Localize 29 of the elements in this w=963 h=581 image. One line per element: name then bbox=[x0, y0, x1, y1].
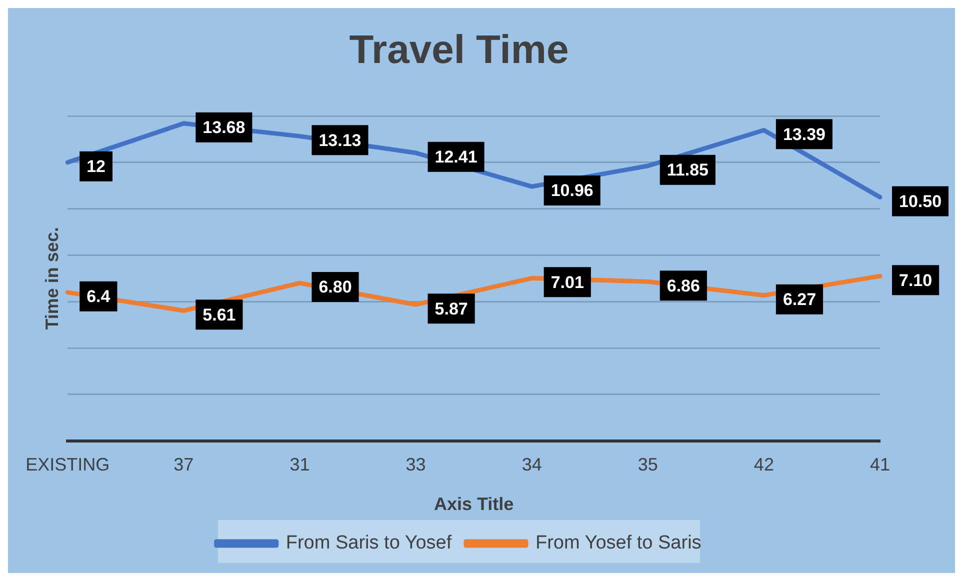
x-tick-label: 34 bbox=[522, 454, 542, 475]
data-label: 12.41 bbox=[434, 148, 478, 167]
x-tick-label: 37 bbox=[174, 454, 194, 475]
legend-label: From Saris to Yosef bbox=[286, 532, 452, 554]
x-tick-label: 33 bbox=[406, 454, 426, 475]
data-label: 6.27 bbox=[782, 290, 816, 310]
data-label: 6.80 bbox=[318, 278, 352, 297]
data-label: 6.4 bbox=[86, 287, 111, 306]
x-axis-title: Axis Title bbox=[434, 494, 514, 514]
x-tick-label: 42 bbox=[754, 454, 774, 475]
data-label: 12 bbox=[86, 157, 106, 176]
data-label: 10.50 bbox=[898, 192, 942, 211]
data-label: 7.10 bbox=[898, 270, 932, 290]
data-label: 7.01 bbox=[550, 272, 584, 292]
data-label: 11.85 bbox=[666, 160, 708, 180]
x-tick-label: 41 bbox=[870, 454, 890, 475]
data-label: 13.39 bbox=[782, 124, 826, 144]
x-tick-label: 31 bbox=[290, 454, 310, 475]
y-axis-title: Time in sec. bbox=[42, 227, 62, 330]
data-label: 5.61 bbox=[202, 305, 236, 324]
chart-title: Travel Time bbox=[349, 28, 569, 72]
legend-label: From Yosef to Saris bbox=[536, 532, 702, 554]
data-label: 5.87 bbox=[434, 299, 468, 318]
data-label: 6.86 bbox=[666, 276, 700, 296]
data-label: 10.96 bbox=[550, 181, 594, 200]
data-label: 13.68 bbox=[202, 118, 246, 138]
x-tick-label: 35 bbox=[638, 454, 658, 475]
x-tick-label: EXISTING bbox=[26, 454, 110, 475]
data-label: 13.13 bbox=[318, 130, 362, 150]
